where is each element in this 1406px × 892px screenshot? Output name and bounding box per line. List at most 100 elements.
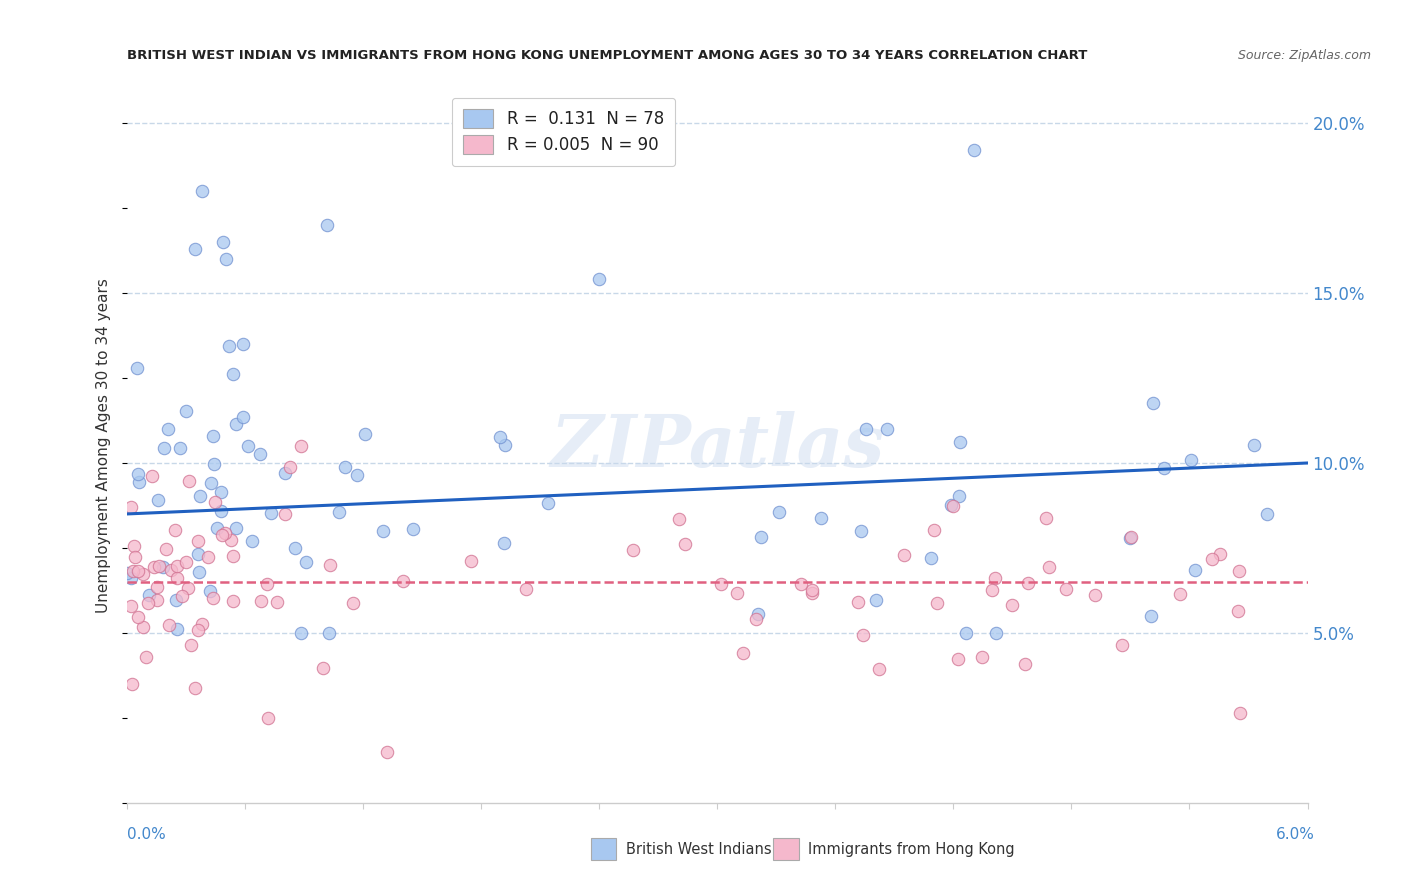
Point (260, 506, 283, 520)
Point (215, 252, 238, 266)
Point (986, 626, 1008, 640)
Point (197, 550, 219, 565)
Point (177, 474, 200, 488)
Point (747, 607, 769, 621)
Point (1035, 511, 1057, 525)
Point (201, 591, 224, 605)
Point (852, 628, 875, 642)
Point (146, 593, 169, 607)
Point (318, 626, 340, 640)
Point (312, 661, 335, 675)
Point (188, 489, 211, 503)
Point (120, 500, 142, 514)
Point (1139, 608, 1161, 623)
Point (1014, 657, 1036, 672)
Point (855, 422, 877, 436)
Point (984, 572, 1007, 586)
Point (214, 526, 236, 541)
Point (135, 650, 157, 665)
Point (280, 460, 302, 475)
Point (127, 564, 149, 578)
Point (169, 441, 191, 455)
Point (1084, 588, 1107, 602)
Point (190, 616, 212, 631)
Point (165, 523, 187, 537)
Point (120, 571, 142, 585)
Point (148, 559, 170, 574)
Point (725, 586, 748, 600)
Text: ZIPatlas: ZIPatlas (550, 410, 884, 482)
Point (115, 566, 138, 580)
Point (1170, 587, 1192, 601)
Point (744, 612, 766, 626)
Point (131, 620, 153, 634)
Point (981, 582, 1004, 597)
Point (893, 549, 915, 563)
Point (191, 184, 214, 198)
Point (266, 594, 288, 608)
Point (927, 596, 949, 610)
Point (1243, 438, 1265, 452)
Point (152, 559, 174, 574)
Point (165, 592, 187, 607)
Point (127, 361, 149, 376)
Point (232, 410, 254, 425)
Point (219, 533, 242, 547)
Point (157, 617, 180, 632)
Point (160, 563, 183, 577)
Point (187, 624, 209, 638)
Point (1226, 604, 1249, 618)
Point (920, 550, 942, 565)
Point (218, 339, 240, 353)
Point (188, 566, 211, 580)
Point (146, 493, 169, 508)
Point (156, 422, 179, 436)
Point (257, 711, 280, 725)
Point (207, 521, 229, 535)
Point (204, 495, 226, 509)
Point (284, 541, 307, 555)
Point (201, 429, 224, 443)
Point (153, 441, 176, 455)
Point (789, 577, 811, 591)
Point (211, 485, 233, 500)
Point (166, 558, 188, 573)
Point (333, 460, 356, 475)
Point (122, 564, 145, 578)
Point (222, 594, 245, 608)
Point (963, 144, 986, 158)
Point (710, 576, 733, 591)
Text: Immigrants from Hong Kong: Immigrants from Hong Kong (808, 842, 1015, 856)
Point (673, 537, 696, 551)
Point (136, 596, 159, 610)
Point (801, 586, 824, 600)
Point (122, 539, 145, 553)
Point (588, 271, 610, 285)
Point (1038, 559, 1060, 574)
Point (668, 512, 690, 526)
Point (939, 498, 962, 512)
Point (225, 521, 247, 535)
Point (488, 430, 510, 444)
Point (354, 426, 377, 441)
Point (256, 576, 278, 591)
Point (1153, 460, 1175, 475)
Point (155, 541, 177, 556)
Point (174, 555, 197, 569)
Text: 0.0%: 0.0% (127, 827, 166, 841)
Point (865, 593, 887, 607)
Point (1054, 582, 1077, 596)
Text: Source: ZipAtlas.com: Source: ZipAtlas.com (1237, 49, 1371, 62)
Point (949, 435, 972, 450)
Point (290, 439, 312, 453)
Point (274, 466, 297, 480)
Point (250, 594, 273, 608)
Point (184, 242, 207, 256)
Point (142, 560, 165, 574)
Point (1256, 508, 1278, 522)
Point (274, 507, 297, 521)
Point (238, 439, 260, 453)
Point (222, 367, 245, 381)
Point (1184, 563, 1206, 577)
Point (494, 535, 516, 549)
